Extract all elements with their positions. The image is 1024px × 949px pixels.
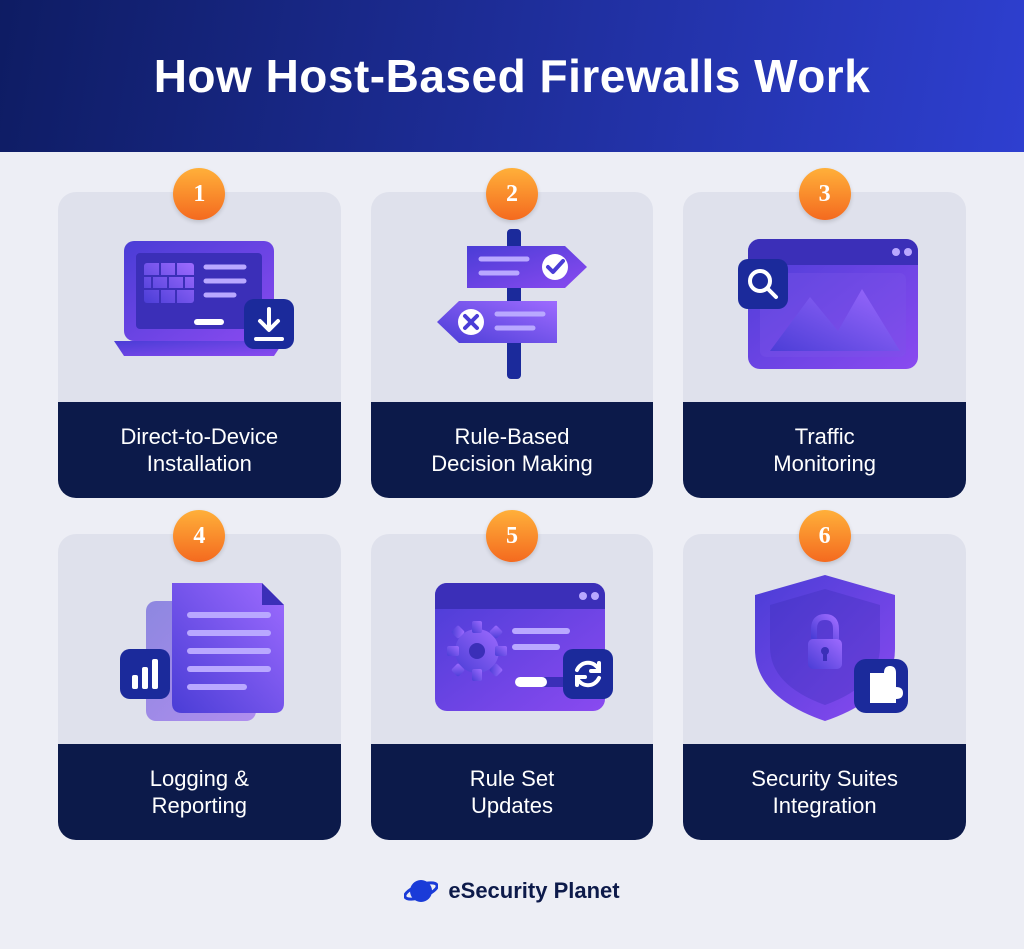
card-1: 1 Direct-to-Device Installation — [58, 192, 341, 498]
card-2: 2 Rule-Based Decision Making — [371, 192, 654, 498]
step-badge: 4 — [173, 510, 225, 562]
step-badge: 6 — [799, 510, 851, 562]
card-icon-area — [683, 192, 966, 402]
card-4: 4 Logging & Reporting — [58, 534, 341, 840]
card-icon-area — [683, 534, 966, 744]
card-label: Logging & Reporting — [58, 744, 341, 840]
step-badge: 1 — [173, 168, 225, 220]
card-3: 3 Traffic Monitoring — [683, 192, 966, 498]
card-icon-area — [58, 192, 341, 402]
laptop-download-icon — [94, 211, 304, 383]
signpost-check-x-icon — [407, 211, 617, 383]
step-badge: 3 — [799, 168, 851, 220]
header-banner: How Host-Based Firewalls Work — [0, 0, 1024, 152]
card-label: Traffic Monitoring — [683, 402, 966, 498]
step-badge: 2 — [486, 168, 538, 220]
card-5: 5 Rule Set Updates — [371, 534, 654, 840]
card-label: Rule-Based Decision Making — [371, 402, 654, 498]
card-label: Direct-to-Device Installation — [58, 402, 341, 498]
browser-search-chart-icon — [720, 211, 930, 383]
card-icon-area — [371, 534, 654, 744]
footer-brand: eSecurity Planet — [448, 878, 619, 904]
card-6: 6 Security Suites Integration — [683, 534, 966, 840]
browser-gear-refresh-icon — [407, 553, 617, 725]
step-badge: 5 — [486, 510, 538, 562]
card-label: Security Suites Integration — [683, 744, 966, 840]
planet-ring-icon — [404, 874, 438, 908]
cards-grid: 1 Direct-to-Device Installation 2 Rule-B… — [0, 152, 1024, 852]
card-label: Rule Set Updates — [371, 744, 654, 840]
card-icon-area — [371, 192, 654, 402]
shield-lock-puzzle-icon — [720, 553, 930, 725]
documents-chart-icon — [94, 553, 304, 725]
card-icon-area — [58, 534, 341, 744]
footer: eSecurity Planet — [0, 852, 1024, 930]
page-title: How Host-Based Firewalls Work — [154, 49, 871, 103]
